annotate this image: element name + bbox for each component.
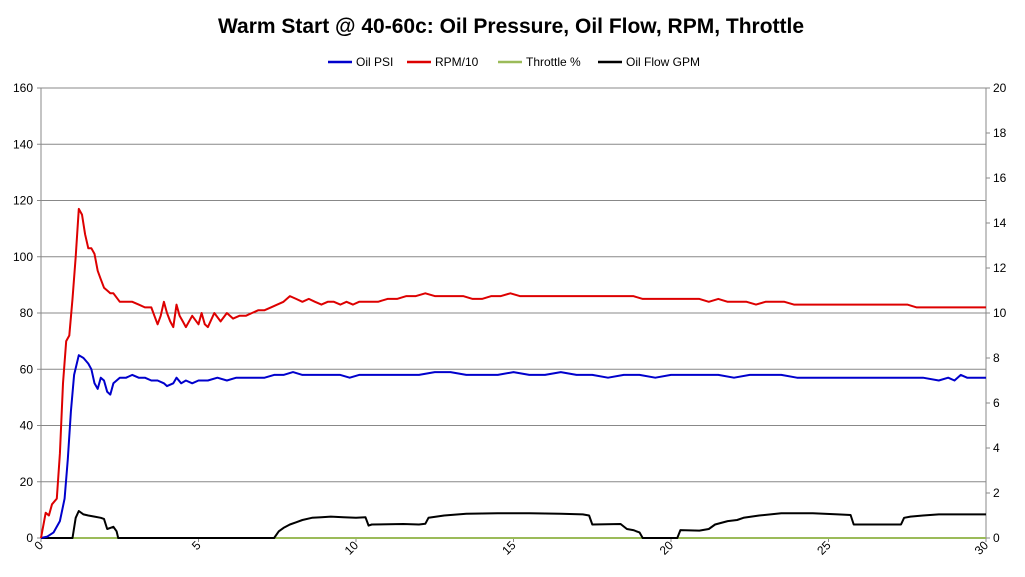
y-axis: 0 20 40 60 80 100 120 140 160	[13, 81, 41, 545]
x-tick-label: 20	[657, 538, 677, 558]
y2-tick-label: 14	[993, 216, 1007, 230]
y-tick-label: 0	[26, 531, 33, 545]
legend-item: RPM/10	[407, 55, 479, 69]
x-tick-label: 0	[31, 538, 46, 553]
y-tick-label: 160	[13, 81, 33, 95]
y-tick-label: 100	[13, 250, 33, 264]
y-tick-label: 60	[20, 362, 34, 376]
x-tick-label: 15	[499, 538, 519, 558]
series-line-oil-psi	[40, 354, 986, 539]
y2-tick-label: 4	[993, 441, 1000, 455]
legend: Oil PSI RPM/10 Throttle % Oil Flow GPM	[328, 55, 700, 69]
y-tick-label: 140	[13, 137, 33, 151]
legend-label: RPM/10	[435, 55, 479, 69]
y-tick-label: 20	[20, 475, 34, 489]
y2-tick-label: 10	[993, 306, 1007, 320]
y2-tick-label: 0	[993, 531, 1000, 545]
y2-tick-label: 16	[993, 171, 1007, 185]
y-tick-label: 120	[13, 194, 33, 208]
legend-item: Oil Flow GPM	[598, 55, 700, 69]
legend-label: Oil Flow GPM	[626, 55, 700, 69]
y-tick-label: 80	[20, 306, 34, 320]
x-tick-label: 10	[342, 538, 362, 558]
x-tick-label: 25	[814, 538, 834, 558]
legend-item: Oil PSI	[328, 55, 393, 69]
x-axis: 0 5 10 15 20 25 30	[31, 538, 991, 558]
y2-tick-label: 8	[993, 351, 1000, 365]
y2-tick-label: 6	[993, 396, 1000, 410]
y2-tick-label: 12	[993, 261, 1007, 275]
chart-title: Warm Start @ 40-60c: Oil Pressure, Oil F…	[218, 15, 804, 38]
y-tick-label: 40	[20, 419, 34, 433]
y2-axis: 0 2 4 6 8 10 12 14 16 18 20	[986, 81, 1007, 545]
legend-label: Throttle %	[526, 55, 581, 69]
y2-tick-label: 20	[993, 81, 1007, 95]
gridlines	[41, 143, 986, 483]
series-group	[40, 207, 986, 539]
y2-tick-label: 2	[993, 486, 1000, 500]
legend-label: Oil PSI	[356, 55, 393, 69]
x-tick-label: 5	[189, 538, 204, 553]
series-line-oil-flow-gpm	[41, 510, 986, 539]
legend-item: Throttle %	[498, 55, 581, 69]
y2-tick-label: 18	[993, 126, 1007, 140]
series-line-rpm-10	[40, 207, 986, 539]
x-tick-label: 30	[972, 538, 992, 558]
